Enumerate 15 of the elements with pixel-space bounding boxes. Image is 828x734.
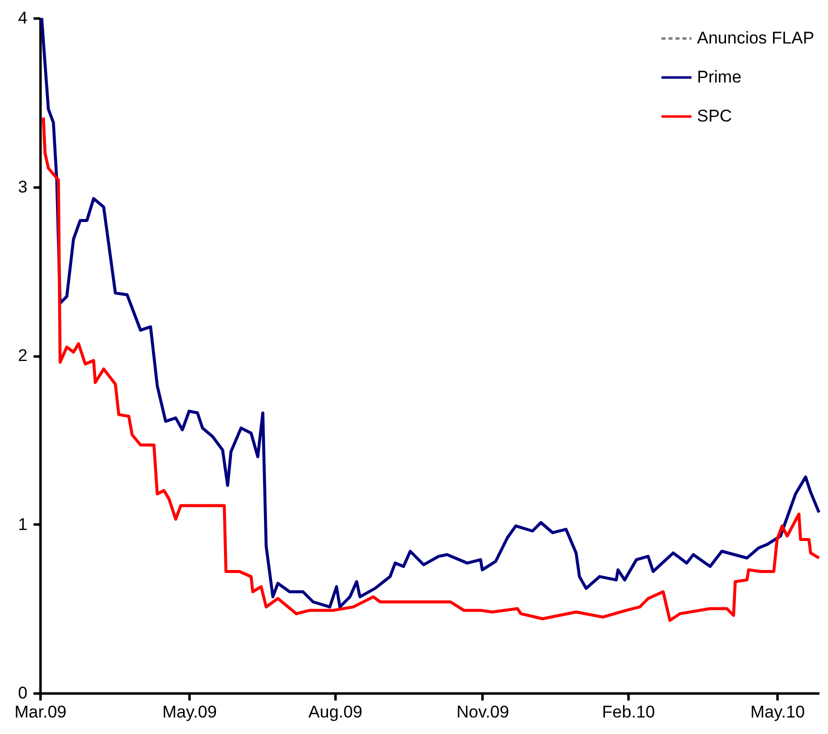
x-tick-label: Aug.09 (308, 702, 362, 722)
legend-label: SPC (697, 106, 732, 126)
y-tick-label: 1 (18, 514, 28, 534)
x-tick-label: May.09 (162, 702, 217, 722)
y-tick-label: 3 (18, 177, 28, 196)
y-tick-label: 0 (18, 684, 28, 702)
y-tick-label: 4 (18, 8, 28, 28)
legend-label: Anuncios FLAP (697, 28, 814, 48)
y-tick-label: 2 (18, 346, 28, 365)
line-series (40, 16, 820, 608)
x-tick-label: Mar.09 (14, 702, 66, 722)
x-tick-label: Nov.09 (456, 702, 510, 722)
legend-label: Prime (697, 68, 742, 86)
x-tick-label: Feb.10 (602, 702, 655, 722)
x-tick-label: May.10 (750, 702, 805, 722)
